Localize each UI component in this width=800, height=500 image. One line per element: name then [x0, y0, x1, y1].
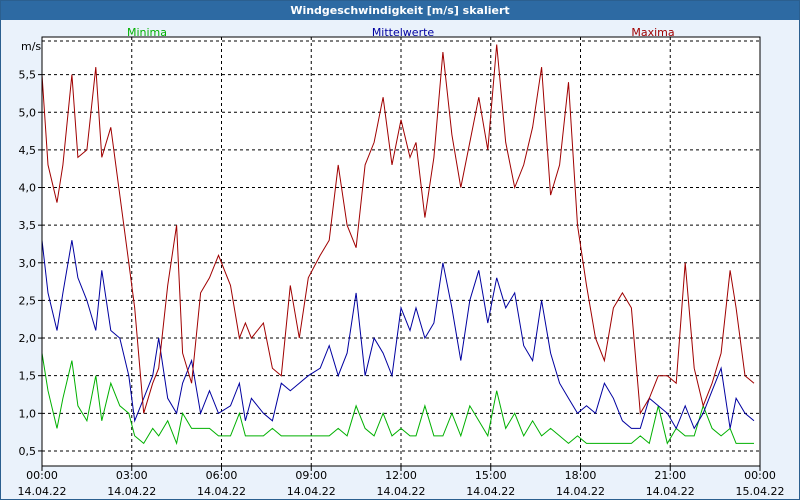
plot-area: [42, 37, 760, 466]
series-lines: [41, 44, 755, 446]
x-tick-date: 14.04.22: [556, 485, 605, 498]
legend-maxima: Maxima: [631, 26, 674, 39]
y-tick-label: 4,5: [19, 144, 37, 157]
y-tick-label: 4,0: [19, 182, 37, 195]
x-tick-time: 00:00: [26, 469, 58, 482]
x-tick-time: 09:00: [295, 469, 327, 482]
x-tick-date: 14.04.22: [646, 485, 695, 498]
x-tick-date: 14.04.22: [107, 485, 156, 498]
x-tick-time: 03:00: [116, 469, 148, 482]
x-tick-time: 06:00: [206, 469, 238, 482]
y-axis-label: m/s: [21, 40, 41, 53]
x-tick-date: 14.04.22: [197, 485, 246, 498]
wind-speed-chart: 0,5 1,0 1,5 2,0 2,5 3,0 3,5 4,0 4,5 5,0 5,5 00:00 14…: [18, 26, 785, 498]
y-tick-label: 5,0: [19, 106, 37, 119]
x-tick-time: 00:00: [744, 469, 776, 482]
x-tick-date: 15.04.22: [736, 485, 785, 498]
legend-minima: Minima: [127, 26, 167, 39]
x-tick-date: 14.04.22: [287, 485, 336, 498]
axis-labels: 0,5 1,0 1,5 2,0 2,5 3,0 3,5 4,0 4,5 5,0 5,5 00:00 14…: [18, 69, 785, 498]
series-line-mittelwerte: [41, 240, 755, 430]
axes: [38, 36, 761, 471]
y-tick-label: 2,5: [19, 294, 37, 307]
series-line-maxima: [41, 44, 755, 415]
plot-border: [41, 36, 761, 467]
y-tick-label: 5,5: [19, 69, 37, 82]
x-tick-time: 15:00: [475, 469, 507, 482]
y-tick-label: 3,0: [19, 257, 37, 270]
x-tick-date: 14.04.22: [18, 485, 67, 498]
y-tick-label: 1,5: [19, 370, 37, 383]
x-tick-time: 21:00: [654, 469, 686, 482]
y-tick-label: 0,5: [19, 445, 37, 458]
x-tick-date: 14.04.22: [377, 485, 426, 498]
y-tick-label: 2,0: [19, 332, 37, 345]
x-tick-time: 18:00: [565, 469, 597, 482]
series-line-minima: [41, 353, 754, 446]
y-tick-label: 1,0: [19, 407, 37, 420]
x-tick-time: 12:00: [385, 469, 417, 482]
window-title: Windgeschwindigkeit [m/s] skaliert: [1, 1, 799, 20]
y-tick-label: 3,5: [19, 219, 37, 232]
legend: Minima Mittelwerte Maxima: [127, 26, 675, 39]
x-tick-date: 14.04.22: [466, 485, 515, 498]
legend-mittelwerte: Mittelwerte: [372, 26, 435, 39]
